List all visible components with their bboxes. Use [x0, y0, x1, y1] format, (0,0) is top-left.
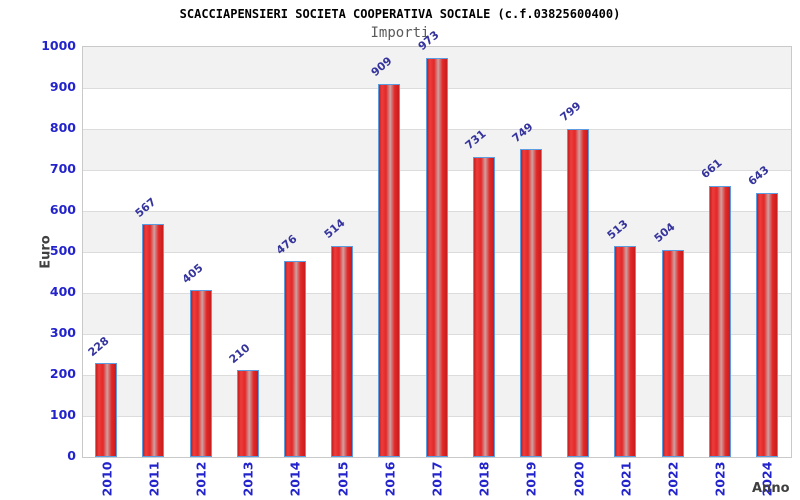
- xtick-label-2022: 2022: [665, 461, 681, 497]
- bar-2024: [755, 192, 778, 457]
- ytick-label-100: 100: [49, 407, 76, 422]
- ytick-label-500: 500: [49, 243, 76, 258]
- ytick-label-900: 900: [49, 79, 76, 94]
- ytick-label-1000: 1000: [41, 38, 76, 53]
- xtick-label-2023: 2023: [712, 461, 728, 497]
- bar-2018: [472, 156, 495, 457]
- xtick-label-2010: 2010: [99, 461, 115, 497]
- xtick-label-2015: 2015: [335, 461, 351, 497]
- bar-2015: [331, 245, 354, 457]
- chart-subtitle: Importi: [370, 25, 430, 41]
- x-axis-title: Anno: [752, 481, 790, 496]
- ytick-label-200: 200: [49, 366, 76, 381]
- bar-2023: [708, 185, 731, 457]
- bar-2013: [236, 370, 259, 457]
- bar-2014: [283, 261, 306, 457]
- xtick-label-2017: 2017: [429, 461, 445, 497]
- xtick-label-2019: 2019: [523, 461, 539, 497]
- ytick-label-700: 700: [49, 161, 76, 176]
- ytick-label-300: 300: [49, 325, 76, 340]
- bar-2022: [661, 249, 684, 457]
- xtick-label-2013: 2013: [240, 461, 256, 497]
- bar-2020: [567, 128, 590, 457]
- bar-2019: [519, 149, 542, 457]
- value-label-2010: 228: [85, 333, 112, 359]
- value-label-2013: 210: [226, 341, 253, 366]
- value-label-2012: 405: [179, 261, 206, 286]
- y-axis-title: Euro: [38, 235, 54, 269]
- chart-title: SCACCIAPENSIERI SOCIETA COOPERATIVA SOCI…: [179, 7, 621, 21]
- xtick-label-2012: 2012: [193, 461, 209, 497]
- bar-2016: [378, 83, 401, 457]
- value-label-2020: 799: [557, 99, 584, 125]
- xtick-label-2021: 2021: [618, 461, 634, 497]
- bar-2021: [614, 246, 637, 457]
- bar-2010: [95, 363, 118, 457]
- xtick-label-2011: 2011: [146, 461, 162, 497]
- bar-2012: [189, 290, 212, 457]
- xtick-label-2018: 2018: [476, 461, 492, 497]
- xtick-label-2014: 2014: [287, 461, 303, 497]
- xtick-label-2016: 2016: [382, 461, 398, 497]
- ytick-label-400: 400: [49, 284, 76, 299]
- xtick-label-2020: 2020: [571, 461, 587, 497]
- ytick-label-600: 600: [49, 202, 76, 217]
- bar-2017: [425, 57, 448, 457]
- ytick-label-800: 800: [49, 120, 76, 135]
- plot-area: 228 567 405 210 476 514 909 973 731 749 799 513 504 6…: [82, 28, 792, 458]
- bar-2011: [142, 224, 165, 457]
- ytick-label-0: 0: [67, 448, 76, 463]
